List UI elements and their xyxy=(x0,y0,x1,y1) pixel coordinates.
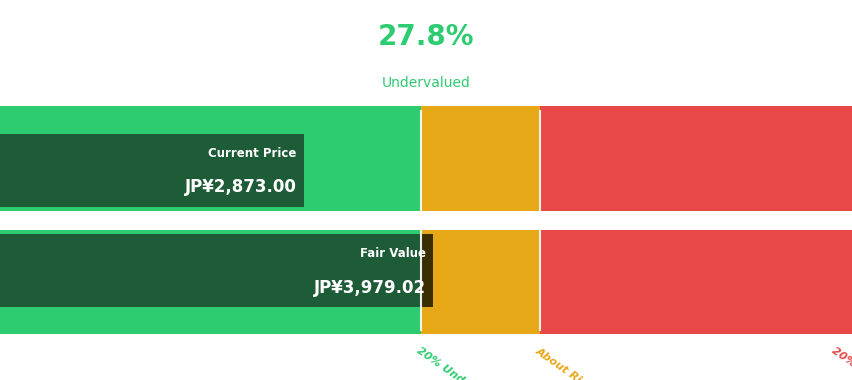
Bar xyxy=(0,211,852,230)
Text: 20% Overvalued: 20% Overvalued xyxy=(829,346,852,380)
Bar xyxy=(0,106,420,334)
Text: Fair Value: Fair Value xyxy=(360,247,426,260)
Text: JP¥3,979.02: JP¥3,979.02 xyxy=(314,279,426,297)
Text: 27.8%: 27.8% xyxy=(377,23,475,51)
Bar xyxy=(0,234,420,307)
Text: JP¥2,873.00: JP¥2,873.00 xyxy=(185,178,296,196)
Text: Current Price: Current Price xyxy=(208,147,296,160)
Text: About Right: About Right xyxy=(533,346,601,380)
Bar xyxy=(420,234,433,307)
Text: Undervalued: Undervalued xyxy=(382,76,470,90)
Bar xyxy=(0,134,303,207)
Text: 20% Undervalued: 20% Undervalued xyxy=(414,346,510,380)
Bar xyxy=(539,106,852,334)
Bar xyxy=(420,106,539,334)
